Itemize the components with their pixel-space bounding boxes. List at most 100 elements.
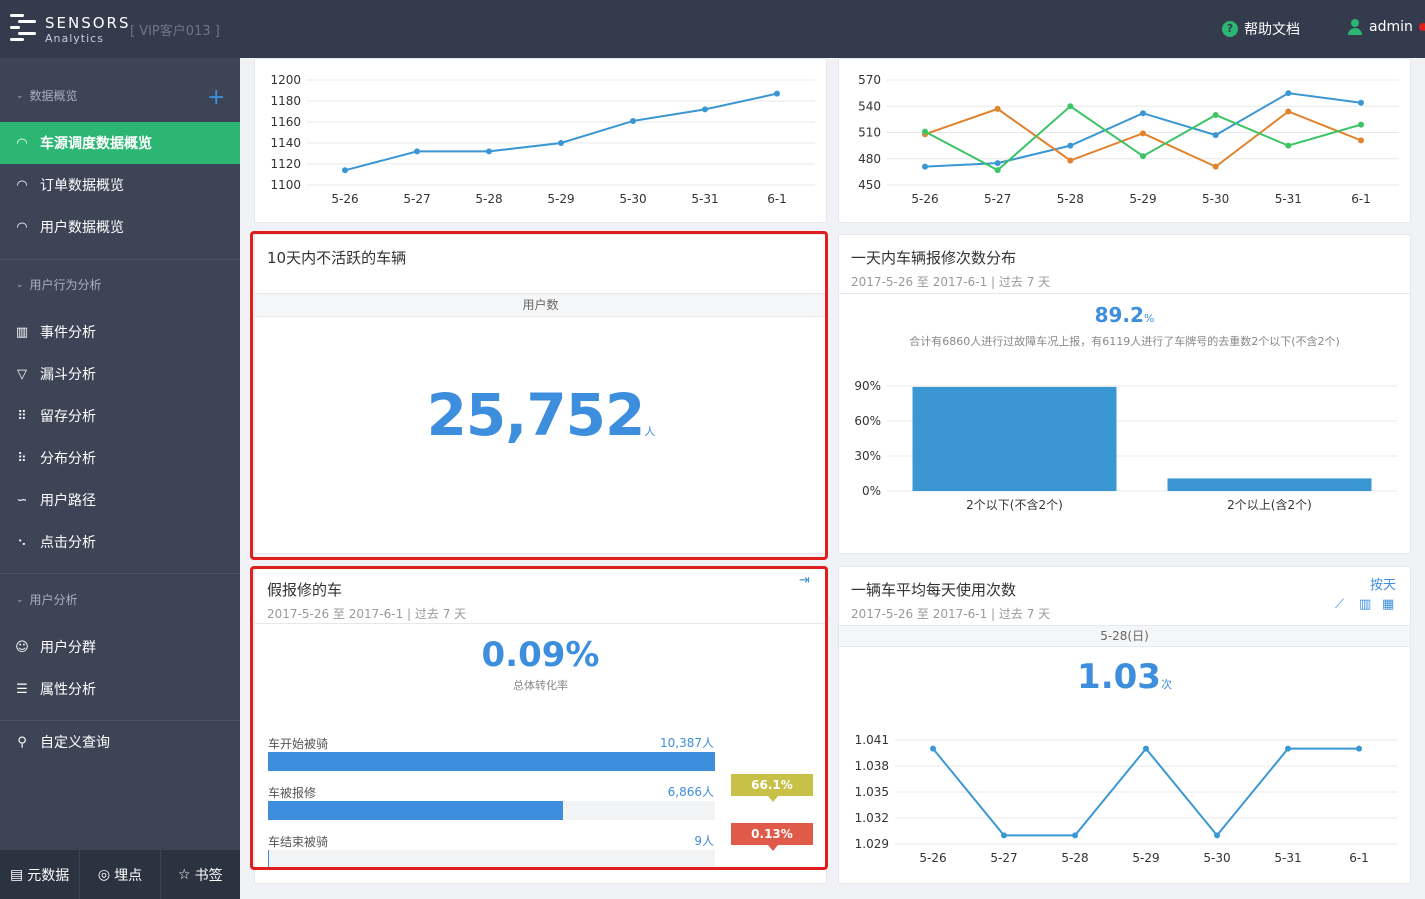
x-tick-label: 5-29 xyxy=(1132,851,1159,865)
table-icon[interactable]: ▦ xyxy=(1382,597,1395,612)
x-tick-label: 5-27 xyxy=(990,851,1017,865)
dashboard-icon: ◠ xyxy=(17,135,27,151)
data-point xyxy=(1214,832,1220,839)
y-tick-label: 30% xyxy=(854,449,881,463)
dashboard-icon: ◠ xyxy=(16,177,28,193)
bar-chart-icon[interactable]: ▥ xyxy=(1359,597,1372,612)
sidebar-item-funnel-analysis[interactable]: ▽ 漏斗分析 xyxy=(0,353,240,395)
funnel-bar-track[interactable] xyxy=(268,801,715,820)
data-point xyxy=(702,106,708,113)
logo-icon[interactable] xyxy=(10,12,38,46)
card-line-top-right: 450 480 510 540 570 5-26 5-27 5-28 5-29 5-30 5-31 6… xyxy=(838,58,1411,223)
sidebar-item-attribute-analysis[interactable]: ☰ 属性分析 xyxy=(0,668,240,710)
funnel-bar-track[interactable] xyxy=(268,850,715,869)
data-point xyxy=(922,128,928,135)
data-point xyxy=(1067,103,1074,110)
x-tick-label: 5-27 xyxy=(984,192,1011,206)
x-tick-label: 5-31 xyxy=(1275,192,1302,206)
sidebar-item-distribution-analysis[interactable]: ⠷ 分布分析 xyxy=(0,437,240,479)
x-tick-label: 5-31 xyxy=(691,192,718,206)
data-point xyxy=(1140,130,1146,137)
card-inactive-vehicles: 10天内不活跃的车辆 用户数 25,752人 xyxy=(254,234,827,554)
section-user-analysis[interactable]: ⌄ 用户分析 xyxy=(16,593,78,607)
distribution-icon: ⠷ xyxy=(17,450,27,466)
sidebar-item-event-analysis[interactable]: ▥ 事件分析 xyxy=(15,324,96,342)
path-icon: ∽ xyxy=(16,492,28,508)
add-overview-button[interactable]: + xyxy=(207,85,226,110)
user-list-icon: ☰ xyxy=(16,681,28,697)
funnel-bar-track[interactable] xyxy=(268,752,715,771)
logo-subtext: Analytics xyxy=(45,32,104,45)
inactive-count: 25,752人 xyxy=(426,381,656,449)
sidebar-item-user-overview[interactable]: ◠ 用户数据概览 xyxy=(0,206,240,248)
sidebar-item-click-analysis[interactable]: ⠢ 点击分析 xyxy=(0,521,240,563)
help-docs-link[interactable]: ? 帮助文档 xyxy=(1222,19,1300,39)
sidebar-item-custom-query[interactable]: ⚲ 自定义查询 xyxy=(0,721,240,763)
data-point xyxy=(630,117,636,124)
bar-chart-repair: 0% 30% 60% 90% 2个以下(不含2个) 2个以上(含2个) xyxy=(854,379,1397,512)
bar-chart-icon: ▥ xyxy=(15,324,29,340)
y-tick-label: 1180 xyxy=(270,94,301,108)
line-chart-icon[interactable]: ⟋ xyxy=(1335,597,1345,612)
data-point xyxy=(1358,121,1364,128)
y-tick-label: 480 xyxy=(858,152,881,166)
data-point xyxy=(994,105,1001,112)
y-tick-label: 1.035 xyxy=(855,785,889,799)
y-tick-label: 1120 xyxy=(270,157,301,171)
user-menu[interactable]: admin xyxy=(1347,19,1425,35)
divider xyxy=(255,623,826,624)
sidebar-item-user-segment[interactable]: ☺ 用户分群 xyxy=(15,639,96,657)
data-point xyxy=(1212,163,1219,170)
sidebar-item-retention-analysis[interactable]: ⠿ 留存分析 xyxy=(0,395,240,437)
data-point xyxy=(774,90,780,97)
conversion-badge: 66.1% xyxy=(731,774,813,802)
card-title: 一天内车辆报修次数分布 xyxy=(851,249,1017,267)
section-data-overview[interactable]: ⌄ 数据概览 xyxy=(16,89,78,103)
x-tick-label: 5-28 xyxy=(475,192,502,206)
data-point xyxy=(1001,832,1007,839)
data-point xyxy=(1143,745,1149,752)
chevron-down-icon: ⌄ xyxy=(16,279,24,290)
data-point xyxy=(558,140,564,146)
y-tick-label: 570 xyxy=(858,73,881,87)
data-point xyxy=(1285,745,1291,752)
bar xyxy=(1167,478,1372,491)
sidebar-item-user-path[interactable]: ∽ 用户路径 xyxy=(0,479,240,521)
grid-dots-icon: ⠿ xyxy=(17,408,27,424)
x-tick-label: 5-30 xyxy=(619,192,646,206)
card-date-range: 2017-5-26 至 2017-6-1 | 过去 7 天 xyxy=(851,607,1051,621)
metadata-button[interactable]: ▤ 元数据 xyxy=(0,850,81,899)
card-title: 一辆车平均每天使用次数 xyxy=(851,581,1017,599)
date-header: 5-28(日) xyxy=(839,625,1410,647)
card-title: 10天内不活跃的车辆 xyxy=(267,249,407,267)
sidebar: ⌄ 数据概览 + ◠ 车源调度数据概览 ◠ 订单数据概览 ◠ 用户数据概览 ⌄ … xyxy=(0,58,240,899)
data-point xyxy=(1356,745,1362,752)
funnel-bar-fill xyxy=(268,850,269,869)
line-chart-top-right: 450 480 510 540 570 5-26 5-27 5-28 5-29 5-30 5-31 6… xyxy=(858,73,1399,206)
bookmark-button[interactable]: ☆ 书签 xyxy=(178,866,223,884)
metadata-icon: ▤ xyxy=(10,866,24,883)
data-point xyxy=(1212,132,1219,139)
x-tick-label: 5-26 xyxy=(919,851,946,865)
sidebar-item-order-overview[interactable]: ◠ 订单数据概览 xyxy=(0,164,240,206)
by-day-selector[interactable]: 按天 xyxy=(1369,578,1396,593)
funnel-step-count: 6,866人 xyxy=(667,785,714,799)
x-tick-label: 5-26 xyxy=(331,192,358,206)
x-tick-label: 5-30 xyxy=(1203,851,1230,865)
funnel-bar-fill xyxy=(268,801,564,820)
data-point xyxy=(994,160,1001,167)
x-tick-label: 5-28 xyxy=(1057,192,1084,206)
funnel-step-count: 9人 xyxy=(694,834,714,848)
expand-icon[interactable]: ⇥ xyxy=(799,573,810,588)
x-tick-label: 5-26 xyxy=(911,192,938,206)
y-tick-label: 1100 xyxy=(270,178,301,192)
data-point xyxy=(1067,142,1074,149)
notification-dot xyxy=(1418,23,1425,31)
section-behavior-analysis[interactable]: ⌄ 用户行为分析 xyxy=(16,278,102,292)
sidebar-item-vehicle-dispatch[interactable]: ◠ 车源调度数据概览 xyxy=(0,122,240,164)
sidebar-footer: ▤ 元数据 ◎ 埋点 ☆ 书签 xyxy=(0,850,240,899)
tracking-button[interactable]: ◎ 埋点 xyxy=(80,850,161,899)
help-docs-label: 帮助文档 xyxy=(1244,22,1300,38)
y-tick-label: 510 xyxy=(858,126,881,140)
column-header: 用户数 xyxy=(255,293,826,317)
